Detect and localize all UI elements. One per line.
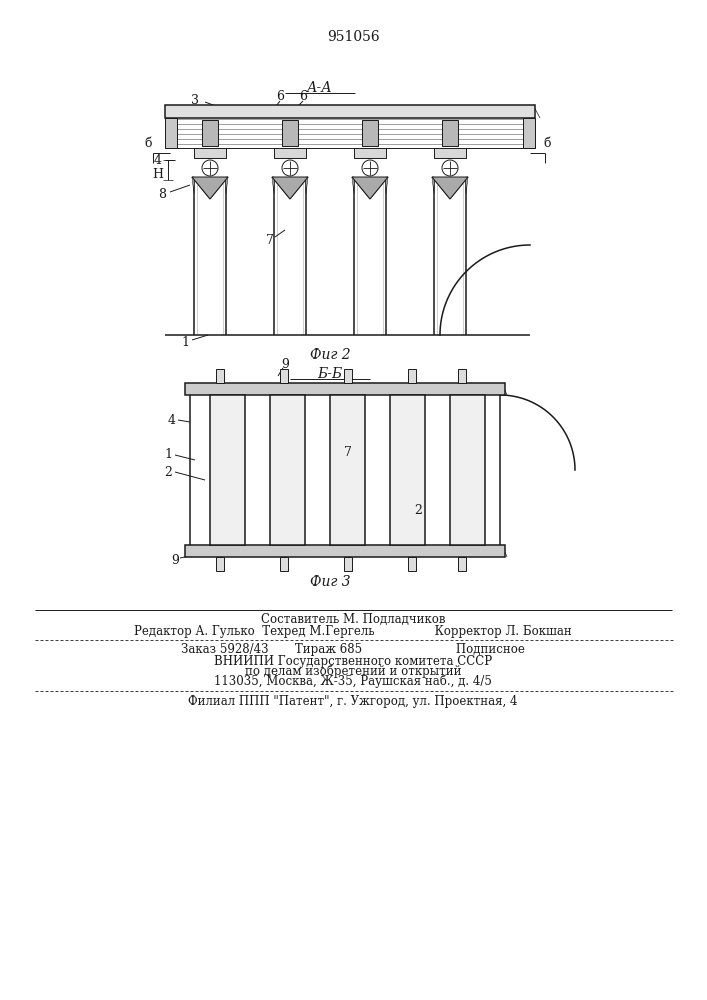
Polygon shape	[216, 557, 224, 571]
Text: б: б	[144, 137, 152, 150]
Text: 4: 4	[168, 414, 176, 426]
Polygon shape	[458, 369, 466, 383]
Text: 2: 2	[164, 466, 172, 479]
Text: 8: 8	[158, 188, 166, 202]
Text: Б-Б: Б-Б	[317, 367, 343, 381]
Polygon shape	[442, 120, 458, 146]
Text: 9: 9	[281, 359, 289, 371]
Text: б: б	[543, 137, 551, 150]
Text: Заказ 5928/43       Тираж 685                         Подписное: Заказ 5928/43 Тираж 685 Подписное	[181, 644, 525, 656]
Polygon shape	[192, 177, 194, 194]
Polygon shape	[210, 395, 245, 545]
Text: Фиг 3: Фиг 3	[310, 575, 350, 589]
Text: 951056: 951056	[327, 30, 380, 44]
Polygon shape	[386, 177, 388, 194]
Polygon shape	[390, 395, 425, 545]
Polygon shape	[306, 177, 308, 194]
Text: 7: 7	[344, 446, 352, 458]
Text: 2: 2	[414, 504, 422, 516]
Text: Филиал ППП "Патент", г. Ужгород, ул. Проектная, 4: Филиал ППП "Патент", г. Ужгород, ул. Про…	[188, 694, 518, 708]
Text: Редактор А. Гулько  Техред М.Гергель                Корректор Л. Бокшан: Редактор А. Гулько Техред М.Гергель Корр…	[134, 624, 572, 638]
Polygon shape	[270, 395, 305, 545]
Text: 9: 9	[171, 554, 179, 566]
Polygon shape	[523, 118, 535, 148]
Text: 1: 1	[164, 448, 172, 462]
Text: Составитель М. Подладчиков: Составитель М. Подладчиков	[261, 612, 445, 626]
Polygon shape	[434, 148, 466, 158]
Polygon shape	[408, 557, 416, 571]
Text: Н: Н	[153, 167, 163, 180]
Text: 6: 6	[299, 91, 307, 104]
Polygon shape	[165, 105, 535, 118]
Text: 4: 4	[154, 153, 162, 166]
Polygon shape	[352, 177, 354, 194]
Polygon shape	[192, 177, 228, 199]
Text: 113035, Москва, Ж-35, Раушская наб., д. 4/5: 113035, Москва, Ж-35, Раушская наб., д. …	[214, 674, 492, 688]
Text: 7: 7	[266, 233, 274, 246]
Text: А-А: А-А	[307, 81, 333, 95]
Polygon shape	[432, 177, 434, 194]
Polygon shape	[194, 148, 226, 158]
Polygon shape	[280, 557, 288, 571]
Text: ВНИИПИ Государственного комитета СССР: ВНИИПИ Государственного комитета СССР	[214, 654, 492, 668]
Polygon shape	[165, 118, 177, 148]
Polygon shape	[202, 120, 218, 146]
Polygon shape	[344, 369, 352, 383]
Text: 1: 1	[181, 336, 189, 349]
Polygon shape	[330, 395, 365, 545]
Polygon shape	[216, 369, 224, 383]
Polygon shape	[458, 557, 466, 571]
Text: по делам изобретений и открытий: по делам изобретений и открытий	[245, 664, 461, 678]
Polygon shape	[450, 395, 485, 545]
Polygon shape	[280, 369, 288, 383]
Polygon shape	[185, 383, 505, 395]
Polygon shape	[282, 120, 298, 146]
Polygon shape	[432, 177, 468, 199]
Polygon shape	[352, 177, 388, 199]
Polygon shape	[272, 177, 274, 194]
Polygon shape	[344, 557, 352, 571]
Text: Фиг 2: Фиг 2	[310, 348, 350, 362]
Polygon shape	[274, 148, 306, 158]
Text: 3: 3	[191, 94, 199, 106]
Polygon shape	[272, 177, 308, 199]
Polygon shape	[226, 177, 228, 194]
Polygon shape	[466, 177, 468, 194]
Polygon shape	[408, 369, 416, 383]
Polygon shape	[362, 120, 378, 146]
Polygon shape	[354, 148, 386, 158]
Polygon shape	[185, 545, 505, 557]
Text: 6: 6	[276, 91, 284, 104]
